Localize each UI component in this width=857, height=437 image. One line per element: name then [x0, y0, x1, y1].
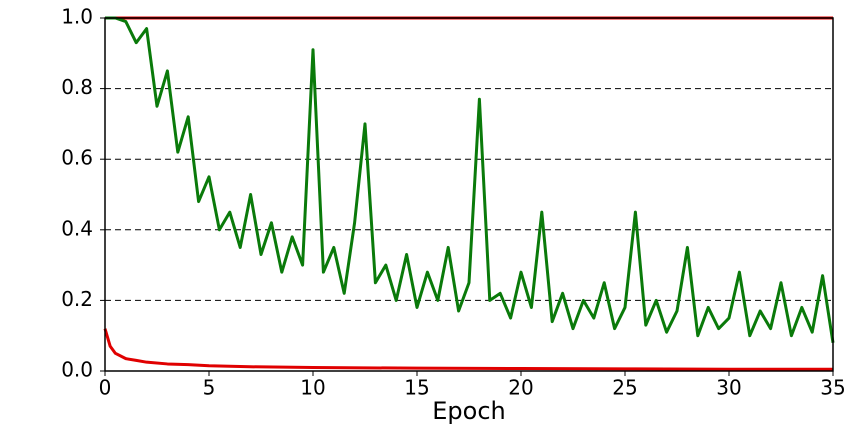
x-tick-label: 35 — [820, 376, 845, 400]
x-tick-label: 5 — [203, 376, 216, 400]
x-tick-label: 30 — [716, 376, 741, 400]
y-tick-label: 0.4 — [61, 216, 93, 240]
y-tick-label: 0.2 — [61, 287, 93, 311]
plot-frame — [104, 17, 834, 372]
y-tick-label: 0.0 — [61, 358, 93, 382]
y-tick-label: 0.8 — [61, 75, 93, 99]
y-tick-label: 1.0 — [61, 5, 93, 29]
x-tick-label: 15 — [404, 376, 429, 400]
x-tick-label: 10 — [300, 376, 325, 400]
y-tick-label: 0.6 — [61, 146, 93, 170]
x-tick-label: 20 — [508, 376, 533, 400]
series-line — [105, 16, 835, 343]
x-axis-label: Epoch — [432, 397, 506, 425]
x-tick-label: 25 — [612, 376, 637, 400]
x-tick-label: 0 — [99, 376, 112, 400]
series-line — [103, 328, 833, 371]
